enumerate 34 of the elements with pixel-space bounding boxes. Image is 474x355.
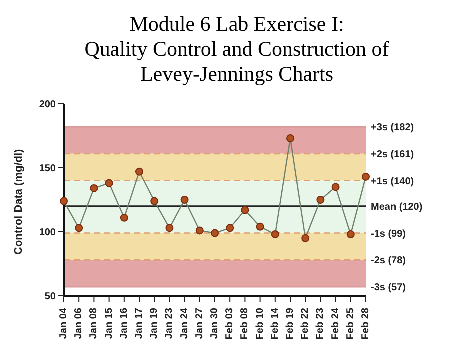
ref-line-label: -3s (57) (371, 282, 406, 294)
x-tick-label: Jan 16 (118, 308, 130, 340)
x-tick-label: Feb 03 (224, 308, 236, 340)
x-tick-label: Jan 27 (194, 308, 206, 340)
x-tick-label: Jan 15 (104, 308, 115, 340)
x-tick-label: Feb 14 (270, 308, 281, 340)
ref-line-label: -1s (99) (371, 228, 406, 240)
x-tick-label: Jan 30 (210, 308, 220, 340)
x-tick-label: Jan 23 (164, 308, 176, 340)
y-tick-label: 150 (39, 164, 56, 175)
x-tick-label: Feb 10 (254, 308, 266, 340)
x-tick-label: Jan 06 (74, 308, 85, 340)
y-tick-label: 100 (39, 228, 56, 239)
x-tick-label: Feb 19 (285, 308, 296, 340)
ref-line-label: +2s (161) (371, 149, 414, 160)
y-tick-label: 50 (44, 292, 56, 303)
y-tick-label: 200 (39, 100, 56, 111)
chart-title: Module 6 Lab Exercise I: Quality Control and Construction of Levey-Jennings Charts (84, 12, 390, 87)
x-tick-label: Feb 08 (240, 308, 251, 340)
x-tick-label: Jan 19 (149, 308, 160, 340)
x-tick-label: Feb 22 (300, 308, 312, 340)
x-tick-label: Feb 24 (330, 308, 342, 340)
x-tick-label: Feb 25 (345, 308, 356, 340)
ref-line-label: +3s (182) (371, 122, 414, 134)
x-tick-label: Jan 17 (134, 308, 145, 340)
ref-line-label: +1s (140) (371, 176, 414, 188)
x-tick-label: Jan 08 (88, 308, 100, 340)
ref-line-label: -2s (78) (371, 256, 406, 267)
y-axis-title: Control Data (mg/dl) (12, 148, 25, 255)
x-tick-label: Jan 04 (58, 308, 70, 340)
ref-line-label: Mean (120) (371, 202, 423, 213)
x-tick-label: Feb 28 (360, 308, 372, 340)
x-tick-label: Jan 24 (179, 308, 190, 340)
x-tick-label: Feb 23 (315, 308, 326, 340)
